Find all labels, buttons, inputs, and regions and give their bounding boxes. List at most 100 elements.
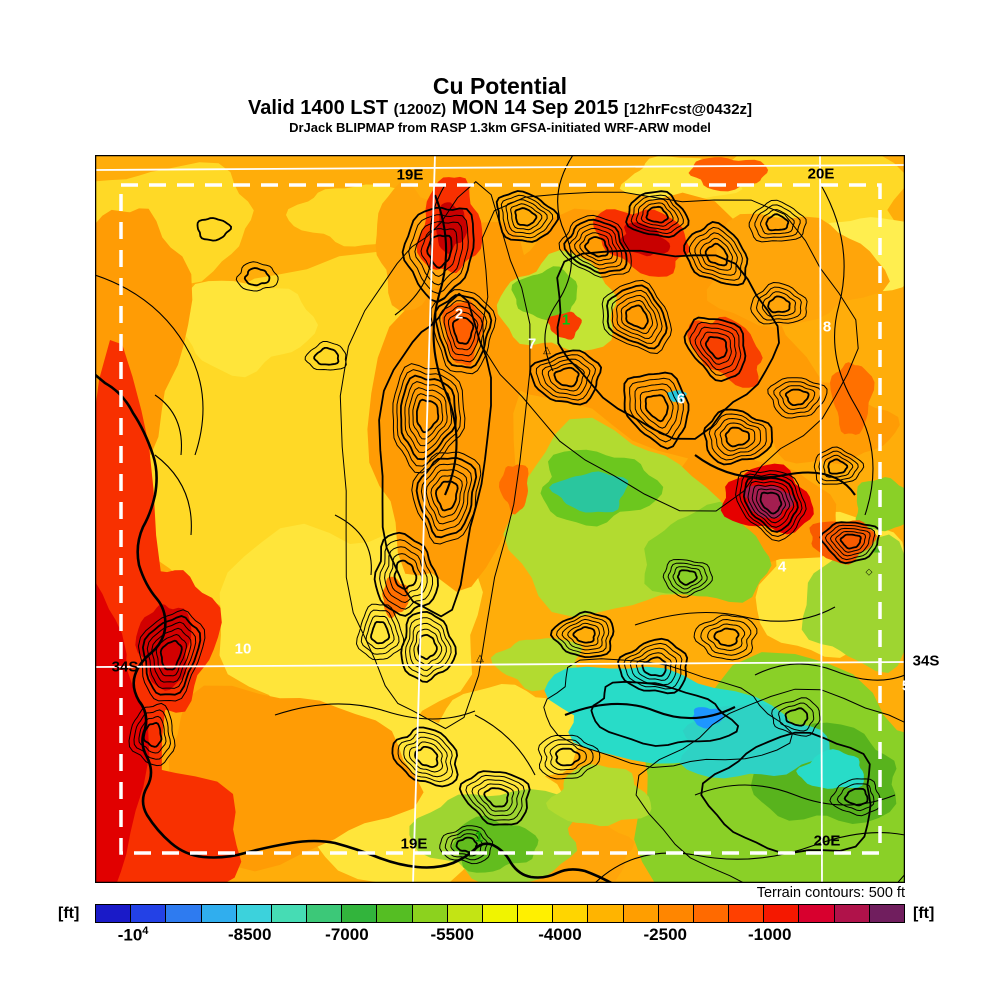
contour-ring — [404, 617, 452, 677]
contour-ring — [408, 741, 444, 773]
contour-ring — [829, 527, 871, 557]
color-field — [182, 280, 318, 378]
contour-ring — [707, 623, 746, 652]
contour-ring — [694, 326, 737, 371]
contour-ring — [537, 734, 601, 780]
colorbar-segment — [728, 904, 765, 923]
contour-ring — [529, 349, 603, 406]
colorbar-ticks: -104 -8500 -7000 -5500 -4000 -2500 -1000 — [0, 925, 1000, 947]
valid-time-line: Valid 1400 LST (1200Z) MON 14 Sep 2015 [… — [0, 97, 1000, 120]
contour-ring — [393, 559, 418, 591]
contour-ring — [355, 603, 405, 661]
contour-ring — [373, 531, 439, 617]
colorbar-segment — [341, 904, 378, 923]
contour-line — [432, 194, 458, 496]
contour-ring — [514, 207, 538, 227]
contour-ring — [601, 279, 673, 355]
contour-line — [474, 714, 536, 776]
contour-ring — [430, 475, 463, 518]
color-field — [692, 707, 724, 729]
contour-ring — [451, 316, 475, 345]
contour-ring — [439, 825, 494, 865]
contour-ring — [574, 227, 618, 266]
contour-ring — [620, 299, 654, 335]
contour-line — [754, 663, 905, 681]
colorbar-segment — [657, 904, 694, 923]
contour-ring — [243, 267, 271, 287]
color-field — [830, 362, 875, 435]
colorbar-tick: -8500 — [227, 925, 272, 944]
contour-ring — [778, 702, 815, 732]
colorbar-segment — [517, 904, 554, 923]
colorbar-segment — [622, 904, 659, 923]
contour-ring — [391, 726, 459, 788]
contour-ring — [556, 249, 780, 440]
contour-ring — [630, 194, 684, 235]
contour-ring — [416, 398, 440, 434]
contour-ring — [704, 242, 729, 267]
contour-ring — [481, 191, 859, 512]
contour-ring — [779, 385, 816, 410]
contour-ring — [629, 377, 684, 443]
contour-ring — [553, 366, 580, 388]
contour-ring — [133, 709, 172, 760]
contour-ring — [465, 774, 525, 821]
contour-ring — [719, 422, 756, 452]
colorbar-tick: -4000 — [538, 925, 582, 944]
colorbar-segment — [552, 904, 589, 923]
contour-ring — [563, 218, 628, 275]
terrain-note: Terrain contours: 500 ft — [756, 885, 905, 901]
contour-ring — [773, 381, 822, 415]
page-title: Cu Potential — [432, 73, 568, 99]
contour-ring — [640, 202, 674, 227]
contour-ring — [760, 209, 795, 235]
contour-ring — [699, 237, 734, 271]
contour-ring — [535, 354, 597, 401]
contour-ring — [384, 546, 428, 604]
contour-ring — [823, 454, 854, 478]
contour-ring — [413, 628, 443, 666]
contour-ring — [688, 226, 743, 281]
latitude-line-top — [95, 164, 905, 171]
colorbar-segment — [446, 904, 483, 923]
contour-ring — [471, 779, 520, 817]
colorbar-tick: -104 — [117, 925, 149, 945]
model-line: DrJack BLIPMAP from RASP 1.3km GFSA-init… — [289, 120, 711, 135]
contour-ring — [510, 203, 543, 231]
contour-ring — [196, 217, 233, 242]
contour-ring — [558, 214, 632, 278]
contour-ring — [567, 622, 601, 647]
contour-ring — [639, 388, 674, 429]
contour-ring — [568, 223, 623, 270]
contour-ring — [541, 358, 591, 397]
contour-ring — [500, 194, 554, 239]
contour-line — [154, 454, 192, 536]
contour-ring — [412, 393, 444, 440]
contour-ring — [702, 408, 774, 466]
contour-ring — [676, 569, 698, 586]
contour-ring — [635, 198, 679, 231]
colorbar-segment — [235, 904, 272, 923]
contour-ring — [704, 335, 728, 360]
colorbar-segment — [411, 904, 448, 923]
valid-prefix: Valid 1400 LST — [247, 97, 389, 119]
contour-line — [820, 184, 874, 516]
colorbar-segment — [165, 904, 202, 923]
contour-ring — [667, 562, 708, 594]
contour-ring — [754, 204, 801, 239]
contour-ring — [543, 739, 594, 775]
coastline — [95, 372, 615, 883]
contour-ring — [146, 621, 197, 689]
contour-ring — [444, 829, 488, 861]
contour-ring — [415, 457, 478, 539]
contour-ring — [396, 369, 462, 467]
contour-ring — [839, 533, 862, 550]
colorbar-segment — [833, 904, 870, 923]
colorbar-segment — [798, 904, 835, 923]
contour-ring — [458, 770, 531, 826]
map-region — [95, 155, 905, 883]
contour-ring — [759, 491, 783, 515]
contour-ring — [483, 787, 510, 808]
contour-ring — [411, 451, 482, 545]
